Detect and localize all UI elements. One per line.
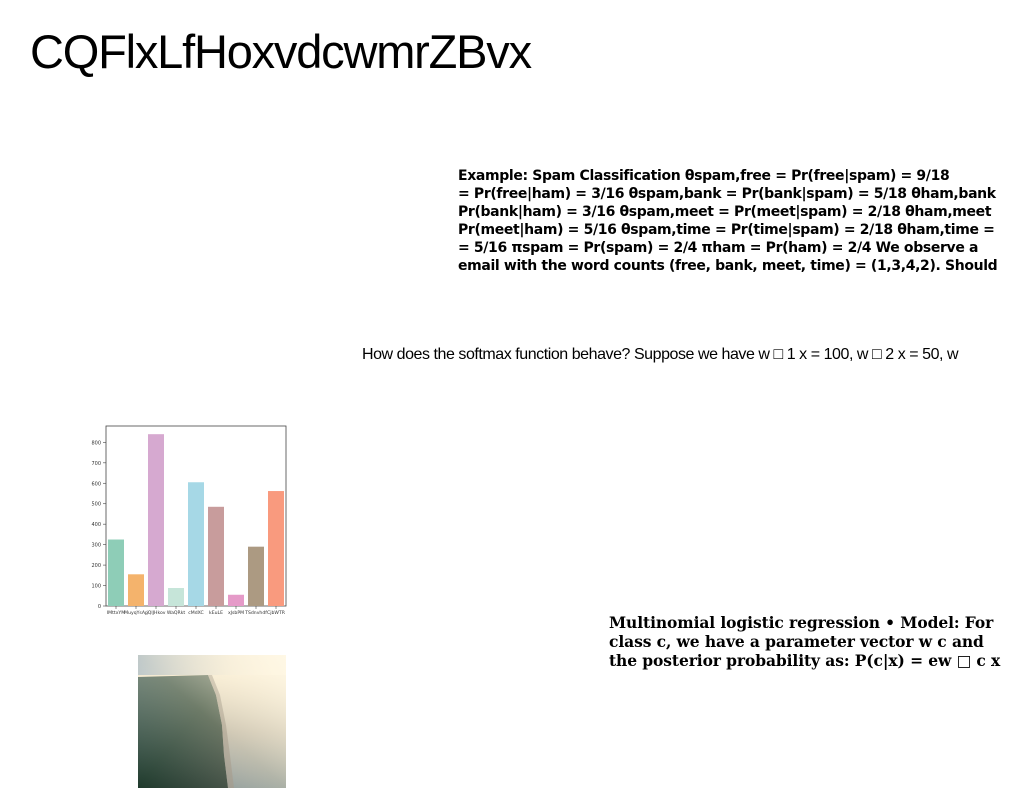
spam-example-line: Pr(meet|ham) = 5/16 θspam,time = Pr(time… xyxy=(458,222,995,238)
y-tick-label: 200 xyxy=(91,563,101,569)
spam-example-line: email with the word counts (free, bank, … xyxy=(458,258,998,274)
bar-MuyqYsAp xyxy=(128,574,144,606)
spam-example-line: Example: Spam Classification θspam,free … xyxy=(458,168,950,184)
bar-jQlJHkov xyxy=(148,434,164,606)
y-tick-label: 700 xyxy=(91,461,101,467)
bar-xJsbPM xyxy=(228,594,244,606)
x-tick-label: kEuLE xyxy=(209,610,223,616)
y-tick-label: 500 xyxy=(91,502,101,508)
y-tick-label: 300 xyxy=(91,543,101,549)
bar-WaQRkt xyxy=(168,588,184,606)
x-tick-label: jQlJHkov xyxy=(145,610,165,616)
bar-TSdnvhdf xyxy=(248,546,264,606)
bar-cMdXC xyxy=(188,482,204,606)
logistic-regression-text: Multinomial logistic regression • Model:… xyxy=(609,613,1024,673)
softmax-text: How does the softmax function behave? Su… xyxy=(362,346,959,363)
bar-IMttxYM xyxy=(108,539,124,606)
bar-CjbWTR xyxy=(268,491,284,606)
logistic-regression-line: class c, we have a parameter vector w c … xyxy=(609,632,984,651)
y-tick-label: 0 xyxy=(98,604,101,610)
bar-chart: 0 100 200 300 400 500 600 700 800 IMttxYM MuyqYsAp… xyxy=(86,420,292,620)
bar-kEuLE xyxy=(208,506,224,606)
x-tick-label: MuyqYsAp xyxy=(124,610,148,616)
y-tick-label: 800 xyxy=(91,440,101,446)
x-tick-label: WaQRkt xyxy=(167,610,186,616)
x-tick-label: IMttxYM xyxy=(107,610,125,616)
bar-chart-svg: 0 100 200 300 400 500 600 700 800 IMttxYMMuyqYsAp… xyxy=(91,425,287,616)
logistic-regression-line: Multinomial logistic regression • Model:… xyxy=(609,613,994,632)
logistic-regression-line: the posterior probability as: P(c|x) = e… xyxy=(609,651,1001,670)
y-tick-label: 400 xyxy=(91,522,101,528)
x-tick-label: CjbWTR xyxy=(267,610,286,616)
y-tick-label: 100 xyxy=(91,584,101,590)
page-title: CQFlxLfHoxvdcwmrZBvx xyxy=(30,25,532,78)
x-tick-label: cMdXC xyxy=(188,610,203,616)
spam-example-line: = Pr(free|ham) = 3/16 θspam,bank = Pr(ba… xyxy=(458,186,996,202)
spam-example-text: Example: Spam Classification θspam,free … xyxy=(458,167,1024,277)
spam-example-line: = 5/16 πspam = Pr(spam) = 2/4 πham = Pr(… xyxy=(458,240,979,256)
x-tick-label: xJsbPM xyxy=(228,610,244,616)
spam-example-line: Pr(bank|ham) = 3/16 θspam,meet = Pr(meet… xyxy=(458,204,992,220)
y-tick-label: 600 xyxy=(91,481,101,487)
aerial-coastline-photo xyxy=(138,655,286,788)
photo-image xyxy=(138,655,286,788)
x-tick-label: TSdnvhdf xyxy=(244,610,267,616)
